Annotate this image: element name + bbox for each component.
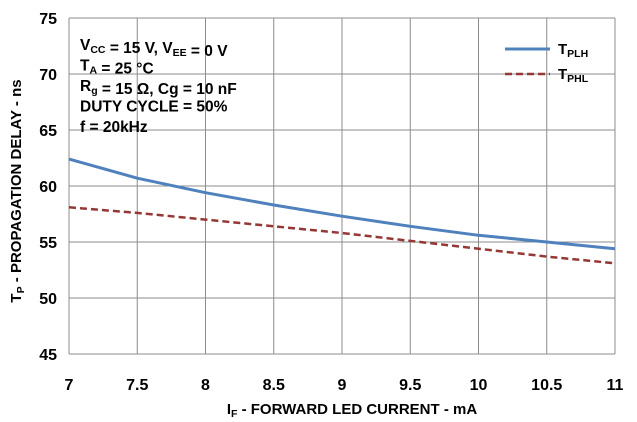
x-tick-label: 10 [470, 377, 488, 394]
legend-label: TPLH [558, 41, 588, 60]
x-tick-label: 9.5 [399, 377, 421, 394]
conditions-annotation: VCC = 15 V, VEE = 0 VTA = 25 °CRg = 15 Ω… [80, 37, 237, 136]
x-tick-label: 8.5 [263, 377, 285, 394]
y-tick-label: 70 [39, 67, 57, 84]
legend: TPLH TPHL [505, 41, 589, 85]
annotation-line: DUTY CYCLE = 50% [80, 99, 228, 116]
x-tick-label: 9 [338, 377, 347, 394]
annotation-line: VCC = 15 V, VEE = 0 V [80, 37, 228, 60]
x-tick-label: 11 [607, 377, 624, 394]
y-tick-label: 75 [39, 11, 57, 28]
y-tick-labels: 45 50 55 60 65 70 75 [39, 11, 57, 364]
x-tick-label: 8 [201, 377, 210, 394]
x-tick-label: 7 [65, 377, 74, 394]
y-tick-label: 60 [39, 179, 57, 196]
y-tick-label: 45 [39, 347, 57, 364]
y-tick-label: 65 [39, 123, 57, 140]
grid-lines [68, 17, 616, 355]
series-line-plh [68, 157, 616, 251]
x-tick-label: 10.5 [531, 377, 562, 394]
y-axis-title: TP - PROPAGATION DELAY - ns [8, 79, 27, 302]
legend-label: TPHL [558, 66, 589, 85]
annotation-line: TA = 25 °C [80, 58, 154, 78]
annotation-line: Rg = 15 Ω, Cg = 10 nF [80, 78, 237, 98]
y-tick-label: 50 [39, 291, 57, 308]
x-tick-labels: 7 7.5 8 8.5 9 9.5 10 10.5 11 [65, 377, 624, 394]
annotation-line: f = 20kHz [80, 119, 148, 136]
series-line-phl [68, 206, 616, 265]
y-tick-label: 55 [39, 235, 57, 252]
series-lines [68, 157, 616, 265]
x-tick-label: 7.5 [126, 377, 148, 394]
x-axis-title: IF - FORWARD LED CURRENT - mA [227, 401, 477, 420]
